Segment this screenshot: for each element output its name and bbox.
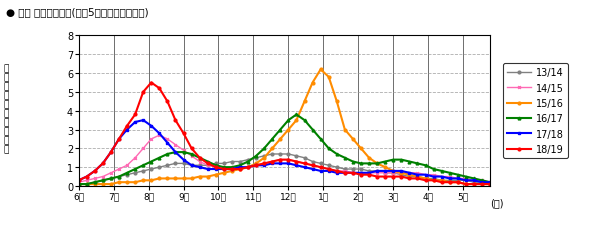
18/19 — [333, 170, 341, 173]
17/18 — [75, 179, 82, 182]
15/16 — [462, 183, 469, 186]
15/16 — [317, 69, 324, 71]
Line: 16/17: 16/17 — [77, 114, 491, 186]
17/18 — [479, 181, 486, 184]
17/18 — [107, 151, 114, 154]
15/16 — [107, 183, 114, 186]
13/14 — [486, 183, 494, 186]
16/17 — [349, 160, 356, 163]
16/17 — [333, 153, 341, 156]
14/15 — [462, 177, 469, 180]
17/18 — [301, 166, 308, 169]
15/16 — [486, 183, 494, 186]
14/15 — [486, 181, 494, 184]
13/14 — [349, 168, 356, 171]
18/19 — [301, 162, 308, 165]
Line: 18/19: 18/19 — [77, 82, 491, 186]
13/14 — [333, 166, 341, 169]
13/14 — [462, 179, 469, 182]
16/17 — [293, 114, 300, 116]
13/14 — [269, 153, 276, 156]
18/19 — [462, 183, 469, 186]
18/19 — [228, 168, 235, 171]
14/15 — [75, 181, 82, 184]
13/14 — [220, 162, 227, 165]
15/16 — [220, 172, 227, 174]
Text: ● 県内 週別発生動向(過去5シーズンとの比較): ● 県内 週別発生動向(過去5シーズンとの比較) — [6, 7, 149, 17]
Line: 15/16: 15/16 — [77, 69, 491, 186]
16/17 — [486, 181, 494, 184]
18/19 — [349, 172, 356, 174]
16/17 — [220, 166, 227, 169]
13/14 — [75, 183, 82, 186]
18/19 — [75, 179, 82, 182]
Text: 定
点
当
た
り
患
者
報
告
数: 定 点 当 た り 患 者 報 告 数 — [3, 64, 8, 154]
15/16 — [269, 147, 276, 150]
Text: (週): (週) — [490, 197, 503, 207]
Legend: 13/14, 14/15, 15/16, 16/17, 17/18, 18/19: 13/14, 14/15, 15/16, 16/17, 17/18, 18/19 — [503, 64, 568, 158]
14/15 — [349, 172, 356, 174]
16/17 — [75, 183, 82, 186]
14/15 — [228, 168, 235, 171]
16/17 — [107, 177, 114, 180]
17/18 — [349, 172, 356, 174]
15/16 — [349, 138, 356, 141]
Line: 17/18: 17/18 — [77, 119, 491, 184]
15/16 — [75, 183, 82, 186]
14/15 — [333, 170, 341, 173]
14/15 — [107, 172, 114, 174]
14/15 — [276, 158, 284, 161]
13/14 — [107, 177, 114, 180]
18/19 — [486, 183, 494, 186]
14/15 — [155, 134, 163, 137]
15/16 — [333, 101, 341, 103]
18/19 — [148, 82, 155, 84]
Line: 13/14: 13/14 — [77, 153, 491, 186]
16/17 — [269, 138, 276, 141]
16/17 — [462, 175, 469, 178]
17/18 — [486, 181, 494, 184]
Line: 14/15: 14/15 — [77, 134, 491, 184]
17/18 — [228, 168, 235, 171]
17/18 — [276, 162, 284, 165]
18/19 — [276, 158, 284, 161]
13/14 — [276, 153, 284, 156]
18/19 — [107, 151, 114, 154]
17/18 — [140, 119, 147, 122]
17/18 — [333, 172, 341, 174]
